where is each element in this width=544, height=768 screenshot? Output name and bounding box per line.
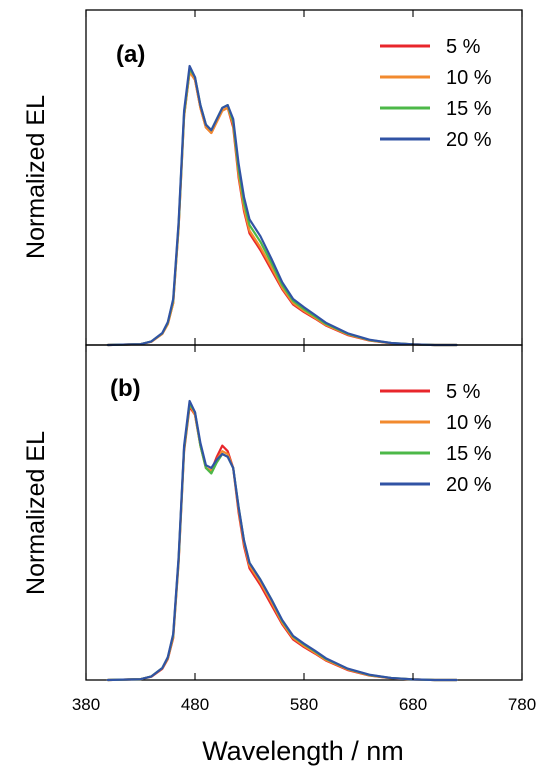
panel-b-line-series-4 (106, 399, 458, 682)
panel-b-line-series-1 (106, 405, 458, 682)
panel-a-x-ticks (85, 10, 523, 345)
panel-b-x-ticks (85, 345, 523, 680)
panel-b-label: (b) (110, 375, 141, 402)
panel-b-legend-label-1: 5 % (446, 381, 481, 403)
panel-a-line-series-4 (106, 64, 458, 347)
panel-a-frame (85, 9, 523, 346)
panel-b-legend-label-4: 20 % (446, 474, 492, 496)
x-tick-label-780: 780 (508, 695, 536, 714)
panel-b-legend: 5 % 10 % 15 % 20 % (380, 381, 492, 496)
x-tick-label-480: 480 (181, 695, 209, 714)
panel-b-legend-label-2: 10 % (446, 412, 492, 434)
panel-a-line-series-1 (106, 70, 458, 347)
panel-a-legend-label-3: 15 % (446, 98, 492, 120)
panel-b-y-axis-label: Normalized EL (22, 431, 50, 595)
panel-a-label: (a) (116, 41, 145, 68)
x-axis-label: Wavelength / nm (202, 736, 404, 766)
panel-b-line-series-2 (106, 402, 458, 682)
panel-a-legend-label-2: 10 % (446, 67, 492, 89)
panel-a-line-series-2 (106, 70, 458, 347)
panel-b-line-series-3 (106, 402, 458, 682)
x-tick-label-580: 580 (290, 695, 318, 714)
panel-a-line-series-3 (106, 67, 458, 347)
panel-a-legend-label-1: 5 % (446, 36, 481, 58)
panel-b-legend-label-3: 15 % (446, 443, 492, 465)
panel-b: (b) 5 % 10 % 15 % 20 % Normalized EL (22, 344, 523, 682)
x-axis-tick-labels: 380 480 580 680 780 (72, 695, 536, 714)
panel-a-series-lines (106, 64, 458, 347)
panel-b-series-lines (106, 399, 458, 682)
panel-a-y-axis-label: Normalized EL (22, 95, 50, 259)
x-tick-label-380: 380 (72, 695, 100, 714)
panel-a-legend-label-4: 20 % (446, 129, 492, 151)
panel-a-legend: 5 % 10 % 15 % 20 % (380, 36, 492, 151)
x-tick-label-680: 680 (399, 695, 427, 714)
panel-a: (a) 5 % 10 % 15 % 20 % Normalized EL (22, 9, 523, 347)
